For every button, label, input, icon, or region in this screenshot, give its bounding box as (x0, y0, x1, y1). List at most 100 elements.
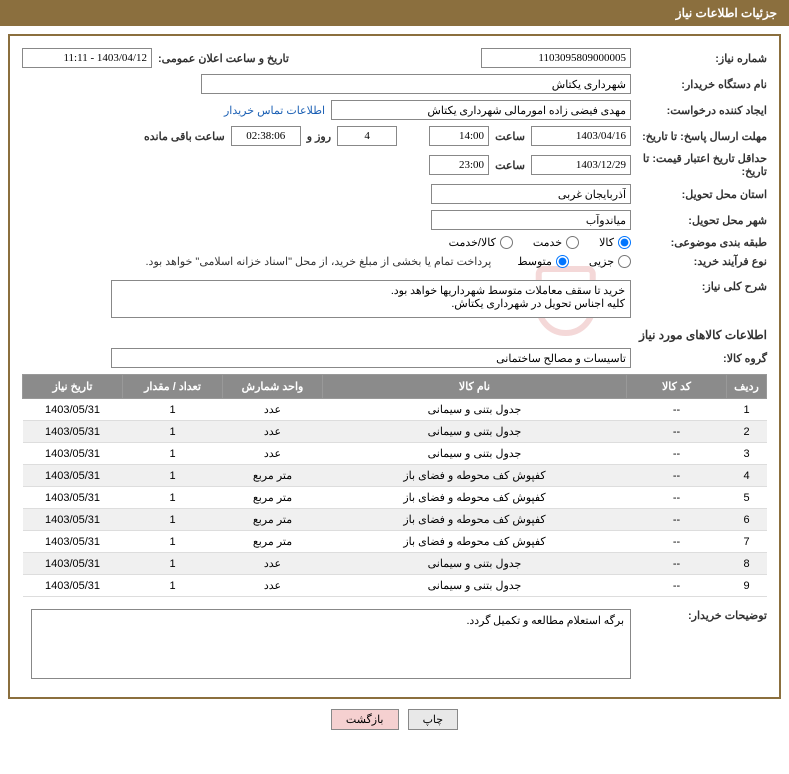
th-name: نام کالا (323, 375, 627, 399)
category-label: طبقه بندی موضوعی: (637, 236, 767, 249)
cell-name: جدول بتنی و سیمانی (323, 399, 627, 421)
radio-goods[interactable]: کالا (599, 236, 631, 249)
group-input[interactable] (111, 348, 631, 368)
th-date: تاریخ نیاز (23, 375, 123, 399)
purchase-type-label: نوع فرآیند خرید: (637, 255, 767, 268)
table-row: 8--جدول بتنی و سیمانیعدد11403/05/31 (23, 553, 767, 575)
cell-date: 1403/05/31 (23, 443, 123, 465)
buyer-notes-label: توضیحات خریدار: (637, 609, 767, 622)
th-qty: تعداد / مقدار (123, 375, 223, 399)
radio-goods-service[interactable]: کالا/خدمت (449, 236, 513, 249)
main-form: AriaTender.net شماره نیاز: تاریخ و ساعت … (8, 34, 781, 699)
cell-unit: عدد (223, 399, 323, 421)
th-code: کد کالا (627, 375, 727, 399)
validity-label: حداقل تاریخ اعتبار قیمت: تا تاریخ: (637, 152, 767, 178)
requester-label: ایجاد کننده درخواست: (637, 104, 767, 117)
cell-n: 2 (727, 421, 767, 443)
radio-medium[interactable]: متوسط (517, 255, 569, 268)
cell-unit: متر مربع (223, 465, 323, 487)
deadline-date-input[interactable] (531, 126, 631, 146)
buyer-org-label: نام دستگاه خریدار: (637, 78, 767, 91)
validity-time-input[interactable] (429, 155, 489, 175)
city-input[interactable] (431, 210, 631, 230)
announce-input[interactable] (22, 48, 152, 68)
items-table: ردیف کد کالا نام کالا واحد شمارش تعداد /… (22, 374, 767, 597)
need-number-input[interactable] (481, 48, 631, 68)
table-row: 9--جدول بتنی و سیمانیعدد11403/05/31 (23, 575, 767, 597)
cell-qty: 1 (123, 421, 223, 443)
buyer-org-input[interactable] (201, 74, 631, 94)
cell-unit: عدد (223, 575, 323, 597)
cell-n: 1 (727, 399, 767, 421)
cell-date: 1403/05/31 (23, 465, 123, 487)
cell-n: 8 (727, 553, 767, 575)
cell-code: -- (627, 443, 727, 465)
cell-name: کفپوش کف محوطه و فضای باز (323, 531, 627, 553)
cell-qty: 1 (123, 465, 223, 487)
general-desc-label: شرح کلی نیاز: (637, 280, 767, 293)
cell-unit: عدد (223, 553, 323, 575)
cell-date: 1403/05/31 (23, 575, 123, 597)
deadline-label: مهلت ارسال پاسخ: تا تاریخ: (637, 130, 767, 143)
deadline-time-input[interactable] (429, 126, 489, 146)
cell-code: -- (627, 399, 727, 421)
cell-n: 5 (727, 487, 767, 509)
cell-n: 9 (727, 575, 767, 597)
cell-code: -- (627, 421, 727, 443)
cell-name: کفپوش کف محوطه و فضای باز (323, 509, 627, 531)
action-buttons: چاپ بازگشت (0, 709, 789, 730)
city-label: شهر محل تحویل: (637, 214, 767, 227)
cell-n: 4 (727, 465, 767, 487)
days-and-label: روز و (307, 130, 331, 143)
cell-date: 1403/05/31 (23, 421, 123, 443)
table-row: 5--کفپوش کف محوطه و فضای بازمتر مربع1140… (23, 487, 767, 509)
cell-n: 6 (727, 509, 767, 531)
general-desc-textarea[interactable] (111, 280, 631, 318)
purchase-radio-group: جزیی متوسط (517, 255, 631, 268)
purchase-note: پرداخت تمام یا بخشی از مبلغ خرید، از محل… (146, 255, 492, 268)
cell-unit: متر مربع (223, 487, 323, 509)
cell-date: 1403/05/31 (23, 509, 123, 531)
category-radio-group: کالا خدمت کالا/خدمت (449, 236, 631, 249)
cell-unit: عدد (223, 443, 323, 465)
time-label-1: ساعت (495, 130, 525, 143)
cell-name: جدول بتنی و سیمانی (323, 443, 627, 465)
buyer-notes-textarea[interactable] (31, 609, 631, 679)
cell-date: 1403/05/31 (23, 399, 123, 421)
cell-date: 1403/05/31 (23, 553, 123, 575)
cell-code: -- (627, 487, 727, 509)
cell-qty: 1 (123, 487, 223, 509)
page-header: جزئیات اطلاعات نیاز (0, 0, 789, 26)
cell-qty: 1 (123, 531, 223, 553)
table-row: 6--کفپوش کف محوطه و فضای بازمتر مربع1140… (23, 509, 767, 531)
province-label: استان محل تحویل: (637, 188, 767, 201)
th-unit: واحد شمارش (223, 375, 323, 399)
validity-date-input[interactable] (531, 155, 631, 175)
cell-unit: متر مربع (223, 531, 323, 553)
countdown-input[interactable] (231, 126, 301, 146)
cell-name: جدول بتنی و سیمانی (323, 575, 627, 597)
th-row: ردیف (727, 375, 767, 399)
province-input[interactable] (431, 184, 631, 204)
cell-unit: عدد (223, 421, 323, 443)
days-input[interactable] (337, 126, 397, 146)
radio-partial[interactable]: جزیی (589, 255, 631, 268)
cell-qty: 1 (123, 399, 223, 421)
cell-n: 3 (727, 443, 767, 465)
table-row: 7--کفپوش کف محوطه و فضای بازمتر مربع1140… (23, 531, 767, 553)
cell-code: -- (627, 531, 727, 553)
radio-service[interactable]: خدمت (533, 236, 579, 249)
contact-link[interactable]: اطلاعات تماس خریدار (224, 104, 325, 117)
requester-input[interactable] (331, 100, 631, 120)
cell-code: -- (627, 509, 727, 531)
cell-qty: 1 (123, 575, 223, 597)
cell-unit: متر مربع (223, 509, 323, 531)
time-label-2: ساعت (495, 159, 525, 172)
cell-qty: 1 (123, 553, 223, 575)
table-row: 3--جدول بتنی و سیمانیعدد11403/05/31 (23, 443, 767, 465)
table-row: 4--کفپوش کف محوطه و فضای بازمتر مربع1140… (23, 465, 767, 487)
table-row: 1--جدول بتنی و سیمانیعدد11403/05/31 (23, 399, 767, 421)
back-button[interactable]: بازگشت (331, 709, 399, 730)
print-button[interactable]: چاپ (408, 709, 459, 730)
cell-n: 7 (727, 531, 767, 553)
